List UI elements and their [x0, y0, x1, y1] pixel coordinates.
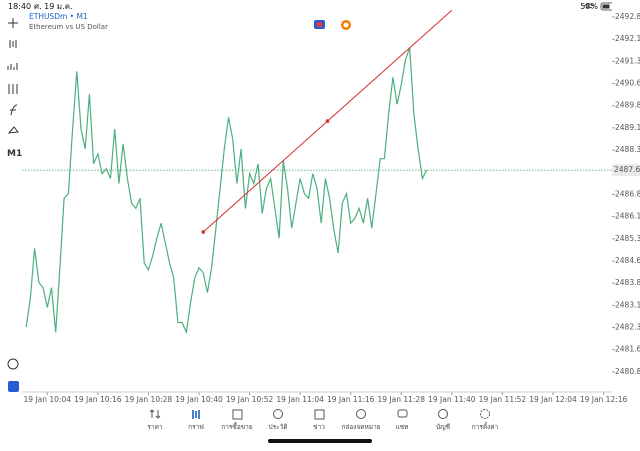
- y-tick-label: 2490.60: [615, 79, 640, 88]
- currency-icon-detail: [343, 22, 349, 28]
- left-toolbar: [7, 18, 19, 370]
- nav-label[interactable]: ราคา: [147, 423, 162, 431]
- x-tick-label: 19 Jan 10:40: [175, 395, 223, 404]
- current-price-label: 2487.67: [614, 165, 640, 174]
- y-tick-label: 2481.60: [615, 345, 640, 354]
- x-tick-label: 19 Jan 10:28: [125, 395, 173, 404]
- nav-icon-chat: [397, 409, 408, 418]
- home-indicator: [268, 439, 372, 443]
- y-tick-label: 2482.35: [615, 323, 640, 332]
- nav-icon-account: [438, 409, 448, 419]
- trendline-midpoint: [325, 119, 330, 123]
- status-time: 18:40: [8, 2, 31, 11]
- y-tick-label: 2483.85: [615, 278, 640, 287]
- trendline-anchor: [201, 230, 206, 234]
- current-price-box: [612, 164, 640, 177]
- nav-icon-settings: [480, 409, 490, 419]
- nav-icon-chart: [192, 410, 200, 419]
- y-tick-label: 2491.35: [615, 56, 640, 65]
- y-tick-label: 2486.85: [615, 189, 640, 198]
- trade-button[interactable]: [8, 381, 19, 392]
- bottom-nav: [149, 409, 490, 420]
- y-tick-label: 2484.60: [615, 256, 640, 265]
- search-tool[interactable]: [7, 358, 19, 370]
- volume-tool[interactable]: [7, 63, 18, 70]
- x-tick-label: 19 Jan 10:16: [74, 395, 122, 404]
- x-tick-label: 19 Jan 10:04: [24, 395, 72, 404]
- y-tick-label: 2480.85: [615, 367, 640, 376]
- symbol-description: Ethereum vs US Dollar: [29, 23, 108, 31]
- nav-label[interactable]: กล่องจดหมาย: [341, 423, 380, 431]
- y-tick-label: 2492.85: [615, 12, 640, 21]
- nav-label[interactable]: การตั้งค่า: [472, 422, 499, 431]
- y-tick-label: 2489.85: [615, 101, 640, 110]
- y-tick-label: 2486.10: [615, 212, 640, 221]
- nav-label[interactable]: ประวัติ: [269, 423, 288, 431]
- nav-label[interactable]: การซื้อขาย: [221, 422, 252, 431]
- x-tick-label: 19 Jan 11:04: [276, 395, 324, 404]
- nav-icon-news: [314, 409, 325, 420]
- battery-level: [602, 4, 610, 9]
- crosshair-tool[interactable]: [8, 18, 18, 28]
- flag-icon-detail: [317, 22, 322, 27]
- nav-icon-history: [273, 409, 283, 419]
- x-tick-label: 19 Jan 11:28: [378, 395, 426, 404]
- x-tick-label: 19 Jan 12:04: [529, 395, 577, 404]
- nav-icon-trade: [232, 409, 243, 420]
- nav-icon-mailbox: [356, 409, 366, 419]
- y-tick-label: 2485.35: [615, 234, 640, 243]
- y-tick-label: 2489.10: [615, 123, 640, 132]
- indicators-tool[interactable]: [8, 84, 18, 94]
- nav-label[interactable]: แชท: [396, 423, 409, 431]
- x-tick-label: 19 Jan 10:52: [226, 395, 274, 404]
- y-tick-label: 2483.10: [615, 300, 640, 309]
- timeframe-button[interactable]: M1: [7, 149, 22, 159]
- y-tick-label: 2488.35: [615, 145, 640, 154]
- chart: 2492.85 2492.10 2491.35 2490.60 2489.85 2489.…: [22, 9, 640, 404]
- x-tick-label: 19 Jan 11:40: [428, 395, 476, 404]
- nav-label[interactable]: บัญชี: [436, 423, 451, 431]
- function-tool[interactable]: [10, 104, 18, 116]
- price-axis: [612, 0, 640, 392]
- candles-tool[interactable]: [9, 40, 17, 48]
- objects-tool[interactable]: [7, 126, 19, 134]
- symbol[interactable]: ETHUSDm • M1: [29, 12, 88, 21]
- nav-label[interactable]: ข่าว: [313, 423, 325, 431]
- status-battery: 58%: [580, 2, 598, 11]
- nav-label[interactable]: กราฟ: [188, 423, 204, 431]
- y-tick-label: 2492.10: [615, 34, 640, 43]
- nav-icon-quotes: [149, 409, 161, 419]
- price-line: [25, 47, 428, 335]
- wifi-icon: [583, 3, 595, 9]
- x-tick-label: 19 Jan 12:16: [580, 395, 628, 404]
- x-tick-label: 19 Jan 11:16: [327, 395, 375, 404]
- status-date: ศ. 19 ม.ค.: [34, 2, 73, 11]
- x-tick-label: 19 Jan 11:52: [479, 395, 527, 404]
